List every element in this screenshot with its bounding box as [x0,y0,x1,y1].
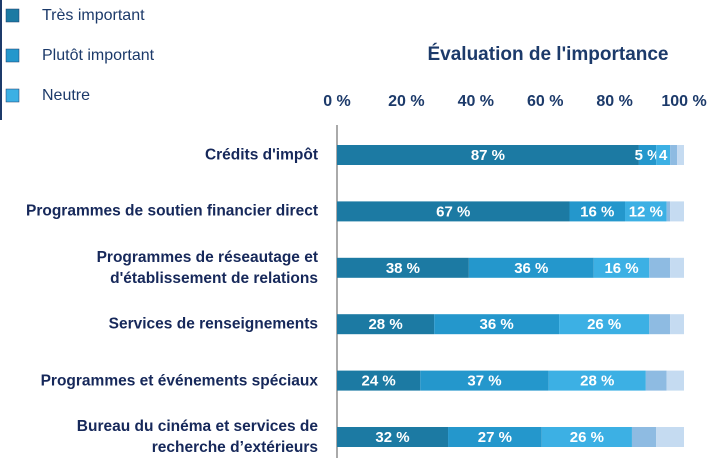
bar-segment [649,257,671,278]
x-tick-label: 20 % [388,93,424,110]
bar-segment [541,427,632,447]
bar-segment [448,427,542,447]
data-label: 27 % [478,429,512,446]
data-label: 67 % [436,203,470,220]
category-label: Bureau du cinéma et services de recherch… [76,418,318,456]
data-label: 37 % [467,373,501,390]
bar-segment [337,145,639,165]
bar-segment [631,427,657,447]
category-label: Crédits d'impôt [204,146,318,164]
x-tick-label: 60 % [527,93,563,110]
bar-segment [656,145,671,165]
data-label: 4 [659,147,668,164]
x-tick-label: 0 % [323,93,351,110]
legend-swatch [5,48,20,63]
category-label: Services de renseignements [108,315,318,333]
legend-swatch [5,88,20,103]
bar-segment [593,257,650,278]
bar-segment [434,314,560,335]
x-tick-label: 40 % [458,93,494,110]
data-label: 36 % [480,316,514,333]
legend-label: Neutre [42,87,90,104]
data-label: 38 % [386,260,420,277]
bar-segment [656,427,684,447]
bar-segment [670,257,684,278]
chart-title: Évaluation de l'importance [427,43,668,65]
data-label: 16 % [604,260,638,277]
category-label: Programmes de soutien financier direct [25,202,318,220]
data-label: 28 % [368,316,402,333]
data-label: 5 % [635,147,661,164]
legend-swatch [5,8,20,23]
bar-segment [420,370,549,391]
data-label: 24 % [362,373,396,390]
bar-segment [677,145,684,165]
bar-segment [337,257,469,278]
bar-segment [337,427,449,447]
data-label: 87 % [471,147,505,164]
bar-segment [468,257,594,278]
data-label: 36 % [514,260,548,277]
bar-segment [569,201,626,222]
x-tick-label: 80 % [596,93,632,110]
bar-segment [666,201,671,222]
legend-label: Plutôt important [42,47,155,64]
bar-segment [670,201,684,222]
bar-segment [670,145,678,165]
data-label: 16 % [580,203,614,220]
legend-label: Très important [42,7,145,24]
bar-segment [559,314,650,335]
bar-segment [638,145,657,165]
bar-segment [670,314,684,335]
bar-segment [337,201,570,222]
data-label: 26 % [587,316,621,333]
category-label: Programmes et événements spéciaux [40,372,318,390]
data-label: 26 % [570,429,604,446]
bar-segment [649,314,671,335]
category-label: Programmes de réseautage et d'établissem… [96,248,318,287]
bar-segment [337,370,421,391]
data-label: 12 % [629,203,663,220]
x-tick-label: 100 % [661,93,706,110]
bar-segment [337,314,435,335]
bar-segment [548,370,646,391]
data-label: 32 % [375,429,409,446]
bar-segment [625,201,667,222]
bar-segment [645,370,667,391]
bar-segment [666,370,684,391]
data-label: 28 % [580,373,614,390]
